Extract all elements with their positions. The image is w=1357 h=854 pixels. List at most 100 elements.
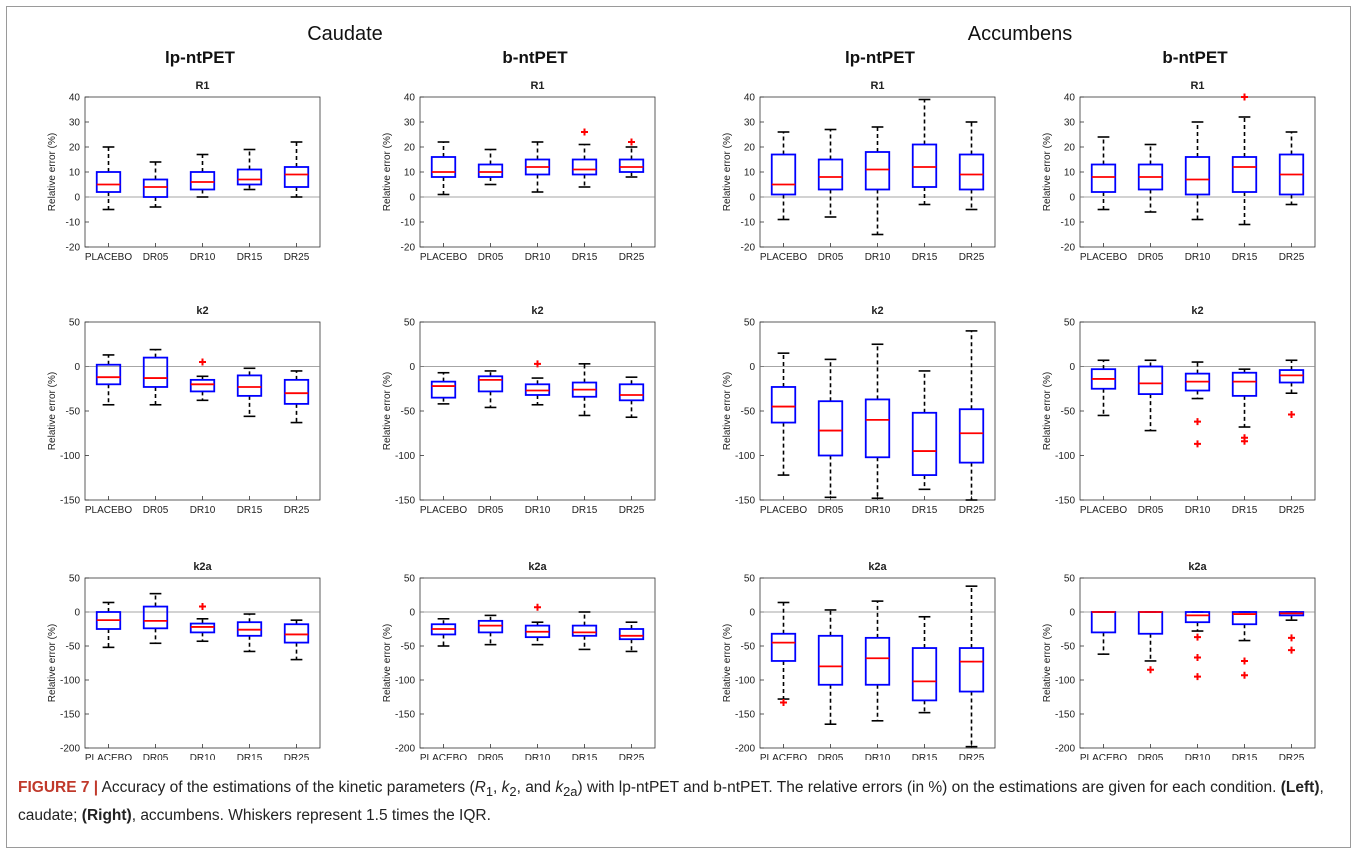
x-tick-label: DR25 <box>1279 753 1305 760</box>
y-tick-label: -150 <box>735 710 755 721</box>
x-tick-label: PLACEBO <box>420 753 467 760</box>
x-tick-label: DR15 <box>237 252 263 263</box>
y-tick-label: 40 <box>404 93 416 104</box>
y-axis-label: Relative error (%) <box>722 624 733 702</box>
box-iqr <box>817 158 844 191</box>
x-tick-label: PLACEBO <box>1080 753 1127 760</box>
outlier-marker <box>199 358 206 366</box>
panel-accumbens-lp-ntpet-k2: k2 Relative error (%) -150 -100 -50 0 50 PLACEB… <box>722 305 996 516</box>
caption-text-1: Accuracy of the estimations of the kinet… <box>98 779 475 796</box>
y-tick-label: -50 <box>741 642 756 653</box>
x-tick-label: PLACEBO <box>760 753 807 760</box>
box-iqr <box>864 151 891 191</box>
panel-title: R1 <box>1190 80 1204 92</box>
outlier-marker <box>1194 440 1201 448</box>
y-tick-label: 10 <box>1064 168 1076 179</box>
x-tick-label: PLACEBO <box>1080 252 1127 263</box>
y-tick-label: 10 <box>404 168 416 179</box>
caption-text-4: , accumbens. Whiskers represent 1.5 time… <box>131 807 491 825</box>
x-tick-label: DR10 <box>1185 505 1211 516</box>
y-tick-label: 40 <box>1064 93 1076 104</box>
box-iqr <box>770 386 797 424</box>
box-iqr <box>1090 611 1117 634</box>
plot-frame <box>1079 577 1316 749</box>
outlier-marker <box>1194 673 1201 681</box>
x-tick-label: DR10 <box>865 505 891 516</box>
x-tick-label: DR15 <box>237 753 263 760</box>
panel-title: k2a <box>528 561 547 573</box>
box-iqr <box>189 378 216 393</box>
y-tick-label: -100 <box>60 451 80 462</box>
x-tick-label: DR25 <box>284 252 310 263</box>
x-tick-label: DR25 <box>959 505 985 516</box>
box-iqr <box>958 647 985 693</box>
region-title-caudate: Caudate <box>307 23 383 45</box>
y-axis-label: Relative error (%) <box>47 133 58 211</box>
box-iqr <box>1231 371 1258 397</box>
x-tick-label: DR10 <box>1185 753 1211 760</box>
x-tick-label: DR15 <box>572 252 598 263</box>
caption-label: FIGURE 7 | <box>18 779 99 796</box>
caption-param-k2a: k <box>555 779 564 796</box>
x-tick-label: DR05 <box>1138 505 1164 516</box>
y-tick-label: -10 <box>401 218 416 229</box>
panel-title: R1 <box>195 80 209 92</box>
x-tick-label: PLACEBO <box>760 505 807 516</box>
y-tick-label: -50 <box>66 642 81 653</box>
box-iqr <box>618 158 645 173</box>
y-tick-label: -150 <box>1055 710 1075 721</box>
y-axis-label: Relative error (%) <box>722 372 733 450</box>
y-tick-label: -150 <box>1055 496 1075 507</box>
box-iqr <box>95 363 122 386</box>
box-iqr <box>1231 611 1258 626</box>
y-axis-label: Relative error (%) <box>1042 133 1053 211</box>
panel-accumbens-lp-ntpet-r1: R1 Relative error (%) -20 -10 0 10 20 30 40 PLACE… <box>722 80 996 263</box>
caption-param-k2-sub: 2 <box>509 784 517 800</box>
method-title-caudate-b: b-ntPET <box>502 48 568 67</box>
panel-caudate-b-ntpet-r1: R1 Relative error (%) -20 -10 0 10 20 30 40 PLACE… <box>382 80 656 263</box>
box-iqr <box>618 628 645 641</box>
y-axis-label: Relative error (%) <box>382 133 393 211</box>
panel-accumbens-b-ntpet-r1: R1 Relative error (%) -20 -10 0 10 20 30 40 PLACE… <box>1042 80 1316 263</box>
y-tick-label: -150 <box>735 496 755 507</box>
outlier-marker <box>1288 646 1295 654</box>
box-iqr <box>142 356 169 388</box>
y-tick-label: 0 <box>1069 608 1075 619</box>
x-tick-label: DR05 <box>143 505 169 516</box>
panel-caudate-lp-ntpet-k2: k2 Relative error (%) -150 -100 -50 0 50 PLACEB… <box>47 305 321 516</box>
x-tick-label: DR05 <box>818 252 844 263</box>
y-tick-label: -50 <box>741 407 756 418</box>
figure-panels: Caudate Accumbens lp-ntPET b-ntPET lp-nt… <box>47 23 1316 760</box>
y-tick-label: 50 <box>404 574 416 585</box>
box-iqr <box>958 153 985 191</box>
x-tick-label: PLACEBO <box>1080 505 1127 516</box>
caption-param-r: R <box>474 779 486 796</box>
box-iqr <box>477 619 504 634</box>
x-tick-label: DR05 <box>818 505 844 516</box>
plot-frame <box>419 321 656 501</box>
box-iqr <box>1231 156 1258 193</box>
box-iqr <box>142 605 169 630</box>
outlier-marker <box>1288 411 1295 419</box>
box-iqr <box>770 632 797 662</box>
x-tick-label: DR15 <box>1232 753 1258 760</box>
y-tick-label: 0 <box>409 193 415 204</box>
box-iqr <box>911 143 938 188</box>
y-tick-label: -20 <box>741 243 756 254</box>
box-iqr <box>911 647 938 702</box>
y-tick-label: -10 <box>66 218 81 229</box>
box-iqr <box>283 378 310 405</box>
outlier-marker <box>1288 634 1295 642</box>
x-tick-label: DR05 <box>143 753 169 760</box>
y-axis-label: Relative error (%) <box>1042 372 1053 450</box>
x-tick-label: PLACEBO <box>760 252 807 263</box>
caption-text-2: ) with lp-ntPET and b-ntPET. The relativ… <box>577 779 1281 796</box>
box-iqr <box>1184 611 1211 624</box>
y-tick-label: -200 <box>1055 744 1075 755</box>
panel-title: k2 <box>871 305 883 317</box>
y-tick-label: -200 <box>735 744 755 755</box>
x-tick-label: DR25 <box>284 505 310 516</box>
outlier-marker <box>1194 418 1201 426</box>
box-iqr <box>1137 365 1164 395</box>
x-tick-label: DR05 <box>1138 252 1164 263</box>
